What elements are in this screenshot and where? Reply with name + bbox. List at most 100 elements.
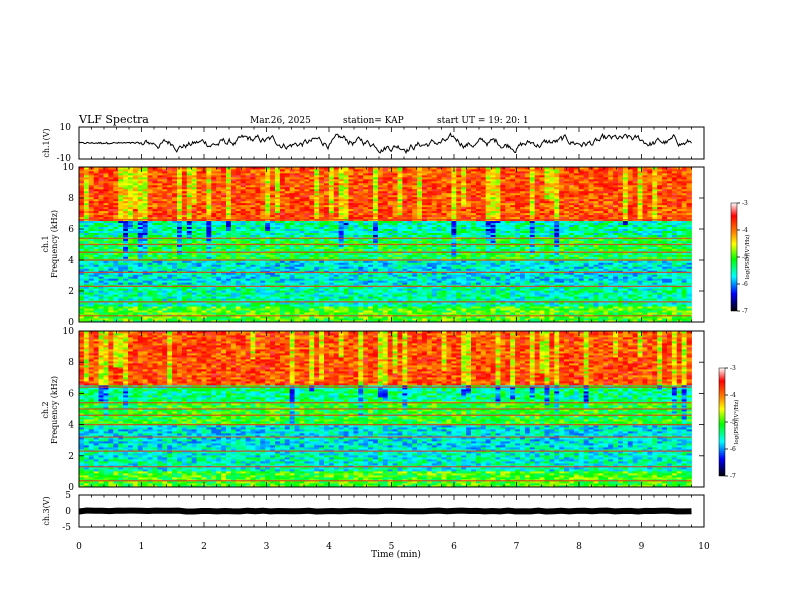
spectrogram-cell — [152, 264, 158, 267]
spectrogram-cell — [142, 284, 148, 287]
spectrogram-cell — [177, 178, 183, 182]
spectrogram-cell — [132, 244, 139, 247]
spectrogram-cell — [118, 318, 124, 321]
spectrogram-cell — [93, 310, 99, 313]
spectrogram-cell — [157, 310, 163, 313]
spectrogram-cell — [162, 298, 168, 301]
spectrogram-cell — [181, 304, 188, 307]
spectrogram-cell — [108, 216, 114, 220]
spectrogram-cell — [79, 306, 85, 309]
spectrogram-cell — [137, 167, 144, 170]
spectrogram-cell — [103, 286, 109, 289]
spectrogram-cell — [142, 308, 148, 311]
spectrogram-cell — [167, 167, 173, 170]
spectrogram-cell — [83, 284, 90, 287]
spectrogram-cell — [108, 194, 114, 198]
spectrogram-cell — [88, 230, 95, 233]
figure-title: VLF Spectra — [78, 113, 149, 126]
spectrogram-cell — [152, 302, 158, 305]
spectrogram-cell — [147, 286, 153, 289]
spectrogram-cell — [79, 292, 85, 295]
spectrogram-cell — [132, 308, 139, 311]
spectrogram-cell — [152, 316, 158, 319]
spectrogram-cell — [172, 240, 178, 243]
spectrogram-cell — [118, 270, 124, 273]
spectrogram-cell — [137, 312, 144, 315]
spectrogram-cell — [98, 266, 104, 269]
spectrogram-cell — [152, 202, 158, 206]
spectrogram-cell — [132, 210, 139, 214]
spectrogram-cell — [137, 310, 144, 313]
spectrogram-cell — [123, 178, 129, 182]
spectrogram-cell — [132, 290, 139, 293]
spectrogram-cell — [177, 308, 183, 311]
spectrogram-cell — [132, 186, 139, 190]
spectrogram-cell — [98, 270, 104, 273]
spectrogram-cell — [128, 216, 134, 220]
spectrogram-cell — [167, 320, 173, 323]
spectrogram-cell — [93, 238, 99, 241]
spectrogram-cell — [113, 298, 119, 301]
spectrogram-cell — [79, 222, 85, 226]
spectrogram-cell — [79, 192, 85, 196]
spectrogram-cell — [172, 232, 178, 235]
spectrogram-cell — [152, 224, 158, 228]
spectrogram-cell — [137, 192, 144, 196]
spectrogram-cell — [142, 296, 148, 299]
spectrogram-cell — [162, 234, 168, 237]
spectrogram-cell — [172, 208, 178, 212]
spectrogram-cell — [88, 312, 95, 315]
spectrogram-cell — [177, 286, 183, 289]
spectrogram-cell — [162, 302, 168, 305]
spectrogram-cell — [88, 206, 95, 210]
spectrogram-cell — [123, 312, 129, 315]
spectrogram-cell — [128, 304, 134, 307]
spectrogram-cell — [142, 240, 148, 243]
spectrogram-cell — [177, 186, 183, 190]
spectrogram-cell — [152, 246, 158, 249]
spectrogram-cell — [128, 248, 134, 251]
spectrogram-cell — [83, 224, 90, 228]
spectrogram-cell — [157, 260, 163, 263]
spectrogram-cell — [147, 242, 153, 245]
spectrogram-cell — [162, 202, 168, 206]
spectrogram-cell — [113, 244, 119, 247]
spectrogram-cell — [137, 320, 144, 323]
spectrogram-cell — [83, 212, 90, 216]
spectrogram-cell — [88, 228, 95, 231]
spectrogram-cell — [147, 266, 153, 269]
spectrogram-cell — [167, 248, 173, 251]
spectrogram-cell — [177, 228, 183, 231]
spectrogram-cell — [108, 278, 114, 281]
spectrogram-cell — [88, 272, 95, 275]
spectrogram-cell — [118, 212, 124, 216]
spectrogram-cell — [152, 298, 158, 301]
spectrogram-cell — [172, 192, 178, 196]
spectrogram-cell — [93, 318, 99, 321]
spectrogram-cell — [167, 228, 173, 231]
spectrogram-cell — [142, 234, 148, 237]
spectrogram-cell — [157, 268, 163, 271]
spectrogram-cell — [152, 226, 158, 230]
spectrogram-cell — [118, 188, 124, 192]
spectrogram-cell — [172, 312, 178, 315]
spectrogram-cell — [98, 190, 104, 194]
spectrogram-cell — [137, 286, 144, 289]
spectrogram-cell — [181, 320, 188, 323]
spectrogram-cell — [147, 290, 153, 293]
spectrogram-cell — [157, 198, 163, 202]
spectrogram-cell — [88, 180, 95, 184]
spectrogram-cell — [98, 224, 104, 228]
spectrogram-cell — [98, 262, 104, 265]
spectrogram-cell — [83, 260, 90, 263]
spectrogram-cell — [132, 304, 139, 307]
spectrogram-cell — [123, 262, 129, 265]
spectrogram-cell — [118, 268, 124, 271]
spectrogram-cell — [103, 284, 109, 287]
spectrogram-cell — [79, 238, 85, 241]
spectrogram-cell — [181, 254, 188, 257]
spectrogram-cell — [118, 312, 124, 315]
spectrogram-cell — [103, 254, 109, 257]
spectrogram-cell — [147, 316, 153, 319]
spectrogram-cell — [152, 182, 158, 186]
